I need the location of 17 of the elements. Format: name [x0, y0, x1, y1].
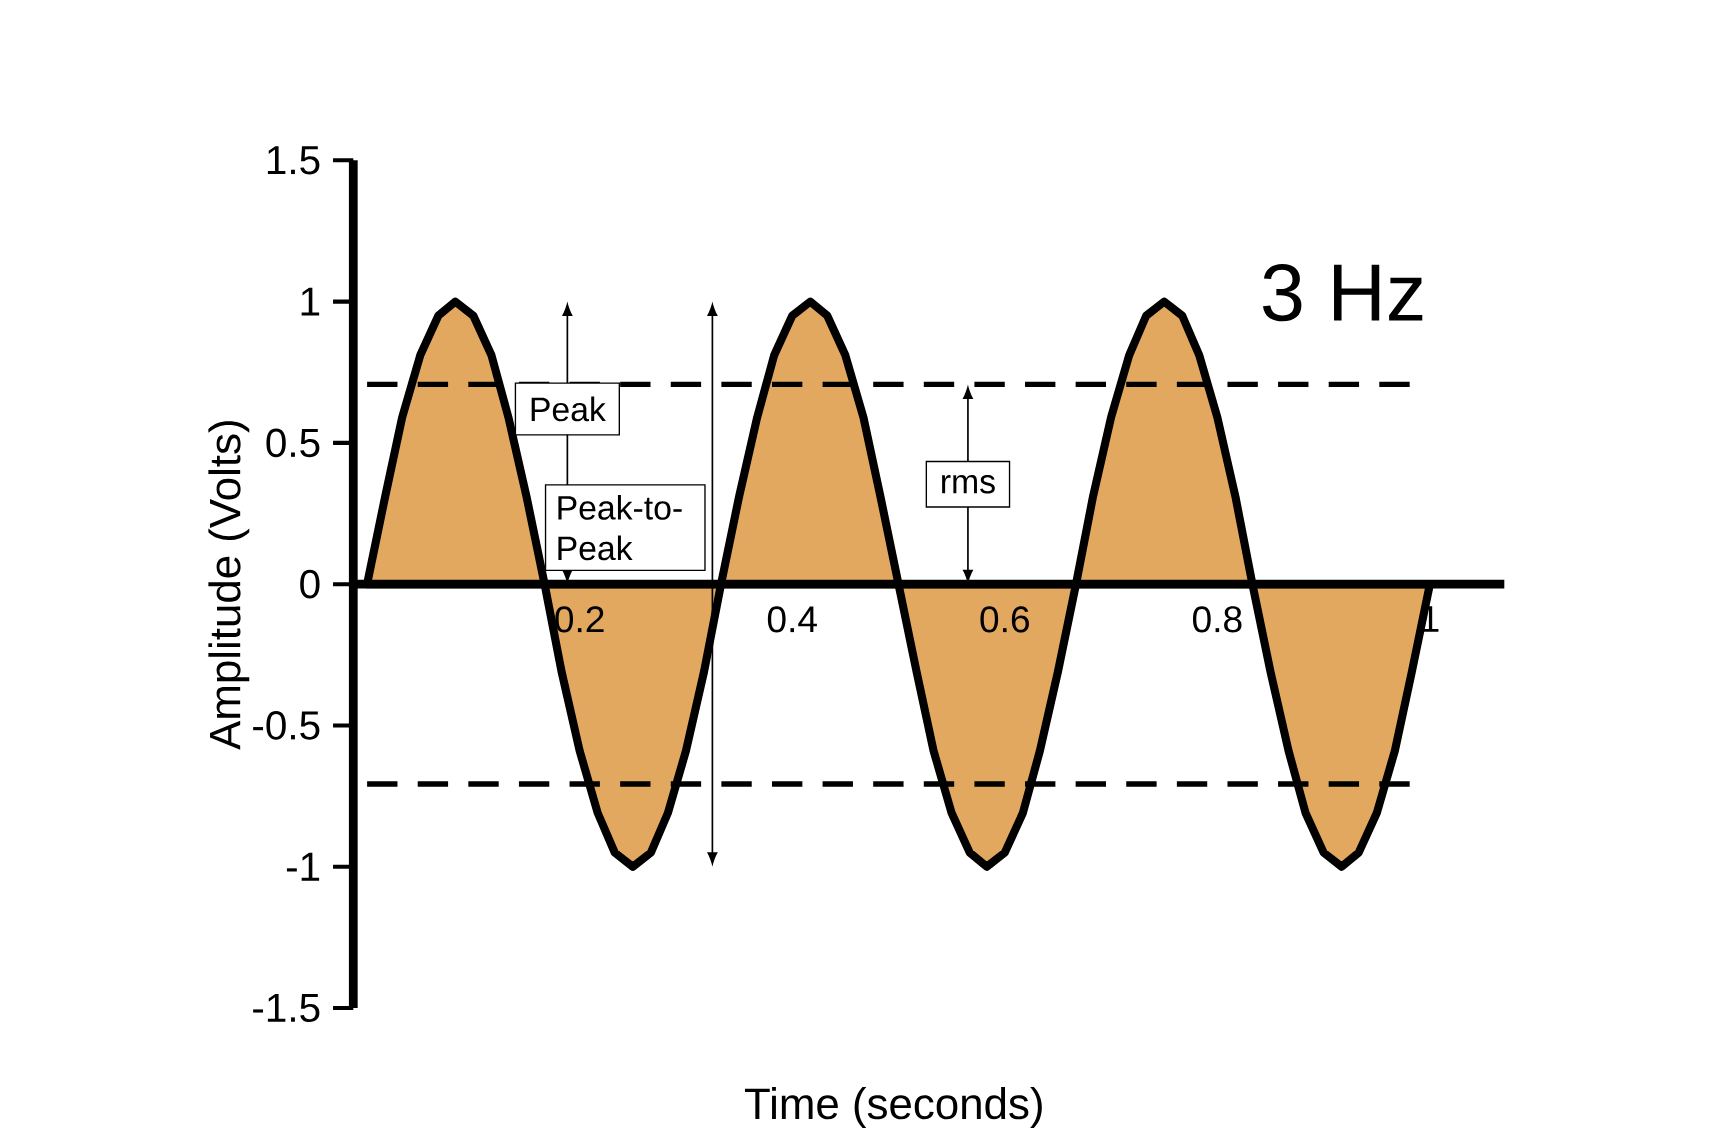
annotation: Peak	[531, 396, 606, 422]
y-tick-label: 0	[300, 569, 320, 599]
annotation: rms	[942, 474, 995, 494]
x-tick-label: 0.4	[767, 606, 817, 633]
y-tick-label: -1.5	[253, 993, 320, 1022]
annotation: Peak-to-Peak	[558, 494, 682, 561]
x-tick-label: 0.6	[980, 606, 1029, 633]
y-tick-label: 1	[301, 287, 320, 316]
x-tick-label: 0.2	[555, 606, 604, 633]
y-tick-label: -1	[286, 852, 320, 881]
y-axis-title: Amplitude (Volts)	[208, 421, 250, 750]
x-axis-title: Time (seconds)	[744, 1086, 1042, 1128]
y-tick-label: 0.5	[266, 428, 320, 458]
y-tick-label: -0.5	[253, 711, 320, 740]
x-tick-label: 0.8	[1192, 606, 1242, 633]
y-tick-label: 1.5	[267, 146, 320, 175]
text: 3 Hz	[1262, 263, 1423, 322]
